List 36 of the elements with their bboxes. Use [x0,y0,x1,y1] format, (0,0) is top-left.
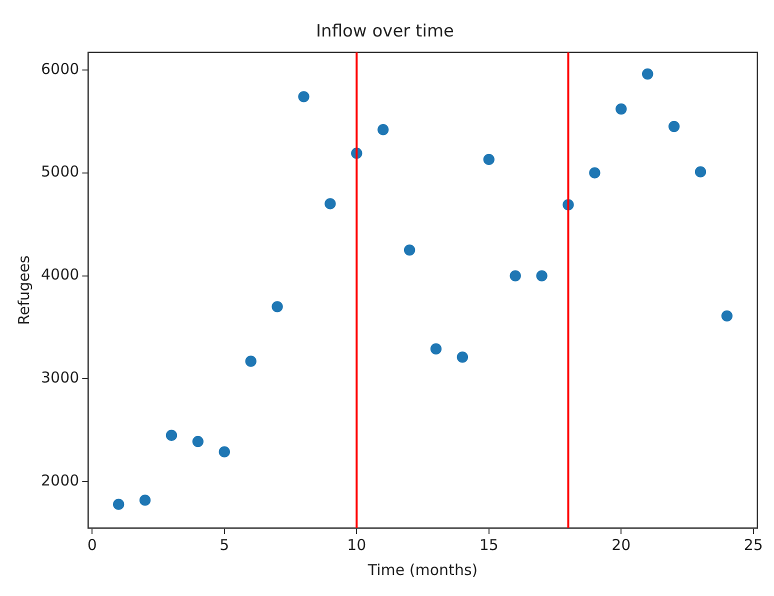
point [403,244,416,256]
point [138,494,152,507]
x-axis-title: Time (months) [366,560,478,579]
point [508,269,522,282]
point [668,120,680,133]
chart-title: Inflow over time [316,22,454,42]
point [456,350,469,364]
point [482,153,496,166]
x-tick-label: 25 [744,536,763,554]
point [270,300,284,314]
x-tick-label: 5 [220,536,230,554]
point [641,68,654,80]
point [244,354,258,368]
x-tick-label: 0 [87,536,97,554]
point [165,428,178,442]
y-tick-label: 5000 [40,162,80,181]
point [324,197,337,210]
point [588,166,602,180]
point [694,165,707,178]
y-tick-label: 2000 [40,472,80,490]
point [535,269,548,282]
point [218,445,231,458]
y-axis-title: Refugees [14,255,33,325]
point [297,90,310,104]
y-tick-label: 4000 [40,266,80,284]
x-tick-label: 10 [347,536,366,554]
point [376,123,390,136]
point [112,498,125,511]
y-tick-label: 6000 [40,60,80,78]
x-tick-label: 15 [479,536,498,554]
y-tick-label: 3000 [40,368,80,387]
point [430,342,442,356]
point [720,310,734,322]
point [192,435,204,448]
x-tick-label: 20 [612,536,631,554]
point [614,102,628,116]
